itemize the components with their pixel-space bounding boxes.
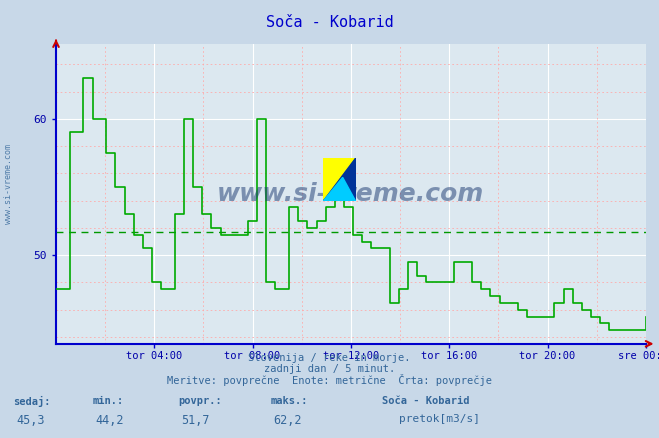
Text: www.si-vreme.com: www.si-vreme.com: [217, 182, 484, 206]
Text: sedaj:: sedaj:: [13, 396, 51, 407]
Text: Slovenija / reke in morje.: Slovenija / reke in morje.: [248, 353, 411, 363]
Polygon shape: [323, 177, 356, 201]
Text: min.:: min.:: [92, 396, 123, 406]
Text: 44,2: 44,2: [96, 414, 124, 427]
Text: www.si-vreme.com: www.si-vreme.com: [4, 144, 13, 224]
Text: pretok[m3/s]: pretok[m3/s]: [399, 414, 480, 424]
Text: 51,7: 51,7: [181, 414, 210, 427]
Text: Soča - Kobarid: Soča - Kobarid: [382, 396, 470, 406]
Text: Soča - Kobarid: Soča - Kobarid: [266, 15, 393, 30]
Text: maks.:: maks.:: [270, 396, 308, 406]
Text: 62,2: 62,2: [273, 414, 302, 427]
Text: povpr.:: povpr.:: [178, 396, 221, 406]
Text: Meritve: povprečne  Enote: metrične  Črta: povprečje: Meritve: povprečne Enote: metrične Črta:…: [167, 374, 492, 386]
Text: 45,3: 45,3: [16, 414, 45, 427]
Polygon shape: [323, 158, 355, 199]
Text: zadnji dan / 5 minut.: zadnji dan / 5 minut.: [264, 364, 395, 374]
